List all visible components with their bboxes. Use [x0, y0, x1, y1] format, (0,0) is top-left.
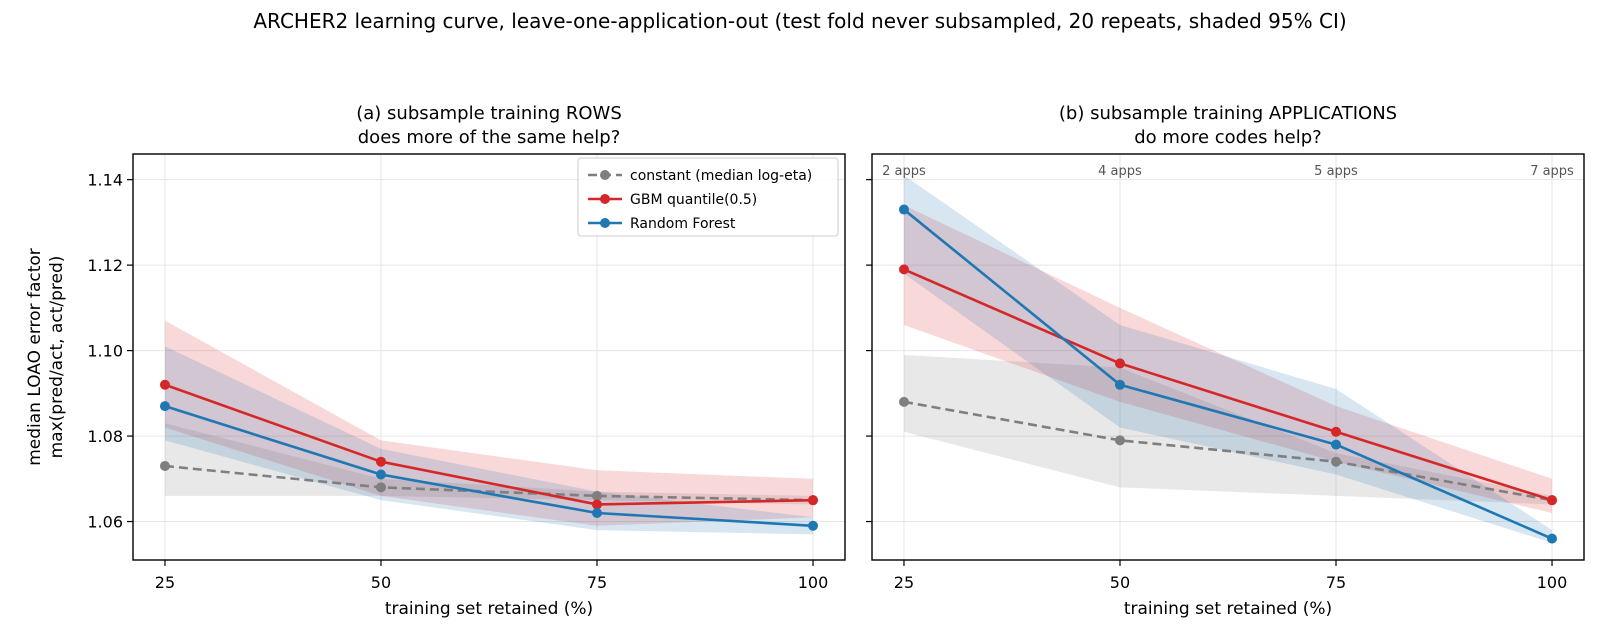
ci-band-rf — [903, 175, 1553, 543]
point-gbm — [898, 264, 909, 275]
point-constant — [159, 460, 170, 471]
legend-entry: GBM quantile(0.5) — [630, 192, 757, 208]
app-count-label: 2 apps — [882, 164, 926, 179]
panel-b: (b) subsample training APPLICATIONS do mo… — [866, 103, 1585, 619]
point-gbm — [1331, 426, 1342, 437]
app-count-label: 7 apps — [1530, 164, 1574, 179]
ci-band-constant — [164, 423, 814, 505]
series-line-gbm — [903, 268, 1553, 502]
x-tick-label: 50 — [371, 573, 391, 592]
y-axis-label-line: median LOAO error factor — [25, 248, 45, 466]
point-rf — [1331, 439, 1342, 450]
app-count-label: 5 apps — [1314, 164, 1358, 179]
panel-title-line: does more of the same help? — [358, 127, 621, 148]
x-tick-label: 25 — [155, 573, 175, 592]
axes-frame — [871, 153, 1585, 561]
legend-box — [577, 157, 839, 237]
series-line-rf — [903, 208, 1553, 540]
ci-band-gbm — [164, 320, 814, 526]
y-tick-label: 1.14 — [87, 171, 123, 190]
y-tick-label: 1.10 — [87, 342, 123, 361]
figure-title: ARCHER2 learning curve, leave-one-applic… — [253, 9, 1346, 33]
x-tick-label: 100 — [798, 573, 829, 592]
point-constant — [1331, 456, 1342, 467]
y-tick-label: 1.08 — [87, 427, 123, 446]
ci-band-gbm — [903, 205, 1553, 513]
panel-title-line: do more codes help? — [1134, 127, 1321, 148]
point-gbm — [592, 499, 603, 510]
point-constant — [898, 396, 909, 407]
y-tick-label: 1.12 — [87, 256, 123, 275]
point-gbm — [1114, 358, 1125, 369]
panel-title-line: (a) subsample training ROWS — [356, 103, 622, 124]
y-tick-label: 1.06 — [87, 513, 123, 532]
x-axis-label: training set retained (%) — [1124, 599, 1332, 619]
panels: (a) subsample training ROWS does more of … — [25, 103, 1585, 619]
point-rf — [808, 520, 819, 531]
app-count-label: 4 apps — [1098, 164, 1142, 179]
axes-frame — [132, 153, 846, 561]
legend-marker-constant — [600, 170, 610, 180]
point-gbm — [159, 379, 170, 390]
point-rf — [1547, 533, 1558, 544]
legend-marker-rf — [600, 218, 610, 228]
x-tick-label: 75 — [587, 573, 607, 592]
series-line-rf — [164, 404, 814, 528]
point-constant — [592, 490, 603, 501]
point-rf — [592, 507, 603, 518]
x-axis-label: training set retained (%) — [385, 599, 593, 619]
legend-entry: constant (median log-eta) — [630, 168, 812, 184]
legend: constant (median log-eta) GBM quantile(0.… — [577, 157, 839, 237]
point-rf — [1114, 379, 1125, 390]
point-gbm — [808, 495, 819, 506]
x-tick-label: 100 — [1537, 573, 1568, 592]
legend-entry: Random Forest — [630, 216, 736, 232]
y-axis-label-line: max(pred/act, act/pred) — [47, 256, 67, 459]
point-rf — [898, 204, 909, 215]
series-line-constant — [903, 400, 1553, 502]
x-tick-label: 50 — [1110, 573, 1130, 592]
point-rf — [375, 469, 386, 480]
point-constant — [375, 482, 386, 493]
point-gbm — [375, 456, 386, 467]
ci-band-rf — [164, 346, 814, 535]
series-line-constant — [164, 464, 814, 502]
x-tick-label: 25 — [894, 573, 914, 592]
point-gbm — [1547, 495, 1558, 506]
panel-a: (a) subsample training ROWS does more of … — [25, 103, 846, 619]
x-tick-label: 75 — [1326, 573, 1346, 592]
legend-marker-gbm — [600, 194, 610, 204]
point-constant — [1114, 435, 1125, 446]
panel-title-line: (b) subsample training APPLICATIONS — [1059, 103, 1397, 124]
series-line-gbm — [164, 383, 814, 506]
point-rf — [159, 401, 170, 412]
